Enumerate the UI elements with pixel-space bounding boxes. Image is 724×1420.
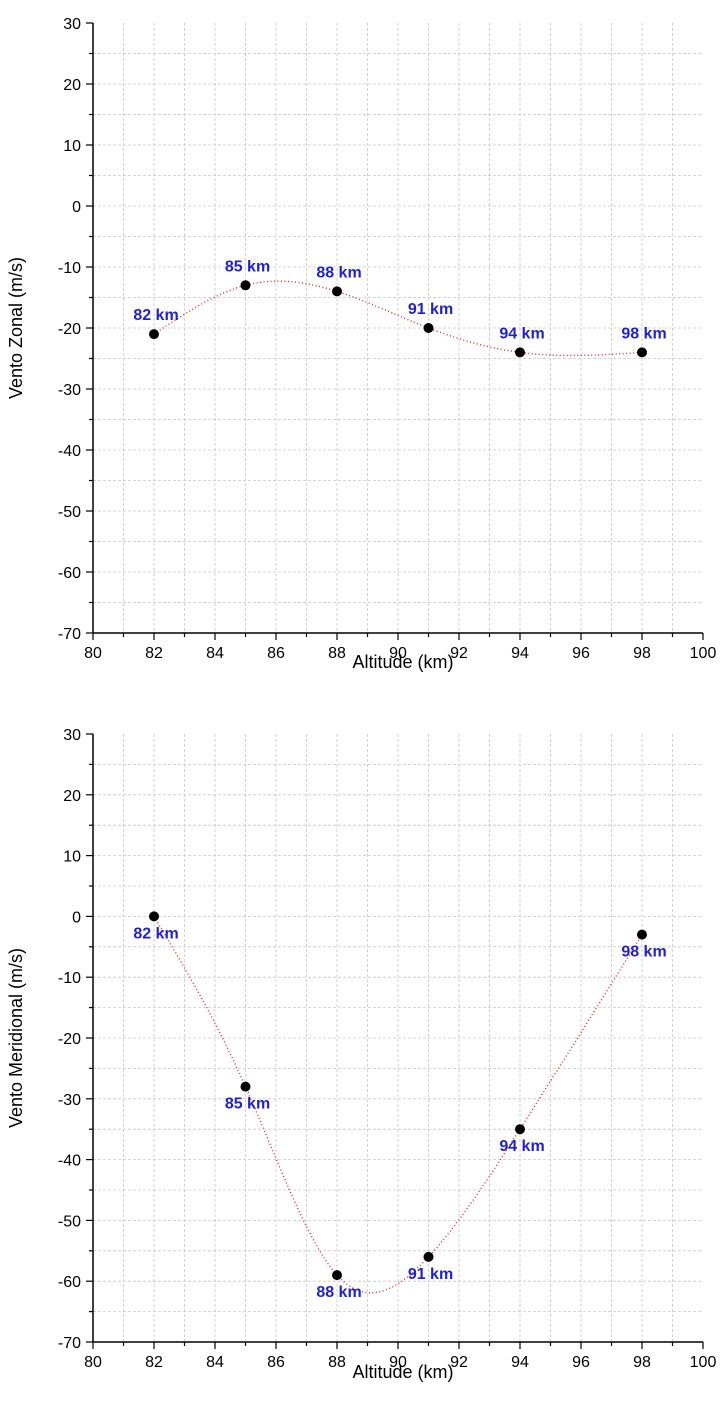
data-point [515,347,525,358]
data-label: 82 km [133,307,178,324]
fit-curve [153,280,643,357]
y-tick-label: 10 [63,849,81,866]
x-tick-label: 100 [690,1354,717,1371]
data-label: 85 km [225,1096,270,1113]
data-point [240,280,251,291]
data-label: 98 km [621,944,666,961]
y-tick-label: -40 [58,1153,81,1170]
data-label: 88 km [316,1284,361,1301]
data-point [637,347,647,358]
data-label: 94 km [499,1138,544,1155]
x-tick-label: 86 [267,1354,285,1371]
y-tick-label: -10 [58,970,81,987]
data-point [332,1270,342,1281]
y-tick-label: -70 [58,1335,81,1352]
grid-lines [93,734,703,1342]
data-point [423,1251,434,1262]
y-tick-label: -70 [58,626,81,643]
y-tick-label: -60 [58,565,81,582]
y-tick-label: -20 [58,1031,81,1048]
data-point [149,329,159,340]
data-label: 98 km [621,325,666,342]
x-tick-label: 82 [145,645,163,662]
data-point [149,911,159,922]
x-tick-label: 94 [511,645,529,662]
x-tick-label: 88 [328,645,346,662]
x-tick-label: 92 [450,645,468,662]
x-tick-label: 92 [450,1354,468,1371]
y-tick-label: -50 [58,1213,81,1230]
x-tick-label: 100 [690,645,717,662]
x-tick-label: 80 [84,645,102,662]
x-tick-label: 88 [328,1354,346,1371]
y-tick-label: 30 [63,16,81,33]
x-tick-label: 98 [633,645,651,662]
y-tick-label: -50 [58,504,81,521]
x-tick-label: 96 [572,645,590,662]
x-tick-label: 94 [511,1354,529,1371]
grid-lines [93,23,703,633]
y-tick-label: -60 [58,1274,81,1291]
data-label: 94 km [499,325,544,342]
data-label: 91 km [408,1266,453,1283]
x-tick-label: 90 [389,645,407,662]
data-point [240,1081,251,1092]
chart-panel-1: 80 82 84 86 88 90 92 94 96 98 1003020100-10-20-30-… [6,16,716,672]
x-tick-label: 84 [206,1354,224,1371]
x-tick-label: 98 [633,1354,651,1371]
x-tick-label: 84 [206,645,224,662]
y-tick-label: 20 [63,77,81,94]
x-tick-label: 90 [389,1354,407,1371]
data-label: 88 km [316,264,361,281]
data-point [515,1124,525,1135]
y-tick-label: 20 [63,788,81,805]
y-tick-label: -30 [58,382,81,399]
x-tick-label: 82 [145,1354,163,1371]
y-tick-label: -20 [58,321,81,338]
x-axis-title: Altitude (km) [352,1362,453,1382]
y-axis-title: Vento Zonal (m/s) [6,257,26,399]
y-tick-label: 10 [63,138,81,155]
x-tick-label: 96 [572,1354,590,1371]
x-axis-title: Altitude (km) [352,652,453,672]
data-label: 82 km [133,925,178,942]
y-tick-label: 0 [72,199,81,216]
data-point [332,286,342,297]
y-tick-label: -30 [58,1092,81,1109]
x-tick-label: 86 [267,645,285,662]
fit-curve [153,916,643,1294]
data-label: 85 km [225,258,270,275]
y-tick-label: 0 [72,909,81,926]
y-tick-label: -10 [58,260,81,277]
y-tick-label: -40 [58,443,81,460]
x-tick-label: 80 [84,1354,102,1371]
data-label: 91 km [408,301,453,318]
y-axis-title: Vento Meridional (m/s) [6,948,26,1128]
data-point [637,929,647,940]
chart-panel-2: 80 82 84 86 88 90 92 94 96 98 1003020100-10-20-30-… [6,727,716,1382]
y-tick-label: 30 [63,727,81,744]
data-point [423,323,434,333]
